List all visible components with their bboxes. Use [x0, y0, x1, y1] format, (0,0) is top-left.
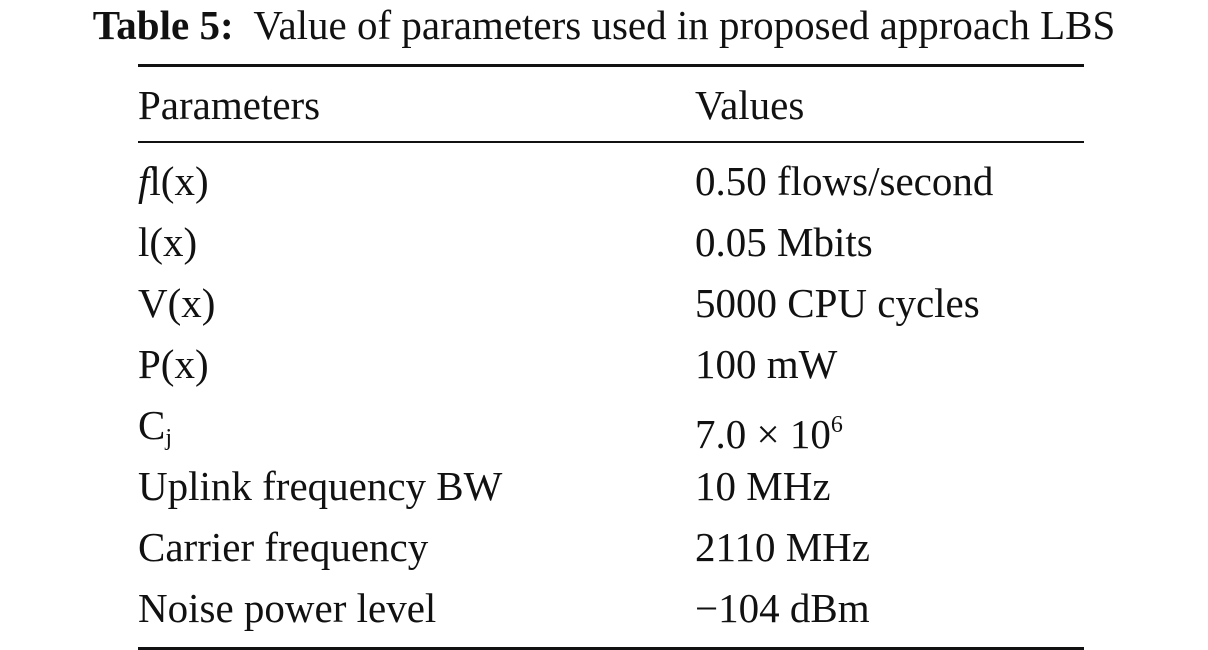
header-parameters: Parameters: [138, 82, 321, 128]
param-cell: Noise power level: [138, 585, 437, 631]
table-row: l(x) 0.05 Mbits: [138, 212, 1084, 273]
parameters-table: Parameters Values fl(x) 0.50 flows/secon…: [138, 64, 1084, 650]
param-rest: l(x): [149, 158, 209, 204]
table-row: Cj 7.0 × 106: [138, 395, 1084, 457]
value-cell: 10 MHz: [695, 463, 831, 509]
table-top-rule: [138, 64, 1084, 67]
param-cell: P(x): [138, 341, 209, 387]
value-exponent: 6: [830, 412, 843, 438]
param-cell: l(x): [138, 219, 198, 265]
table-header-row: Parameters Values: [138, 67, 1084, 141]
table-row: V(x) 5000 CPU cycles: [138, 273, 1084, 334]
table-bottom-rule: [138, 647, 1084, 650]
table-row: fl(x) 0.50 flows/second: [138, 151, 1084, 212]
table-caption: Table 5: Value of parameters used in pro…: [0, 0, 1208, 50]
param-cell: Carrier frequency: [138, 524, 429, 570]
value-cell: 0.05 Mbits: [695, 219, 873, 265]
value-cell: 7.0 × 106: [695, 395, 843, 465]
param-base: C: [138, 402, 166, 448]
header-values: Values: [695, 82, 805, 128]
param-cell: V(x): [138, 280, 216, 326]
value-cell: 2110 MHz: [695, 524, 870, 570]
table-caption-text: Value of parameters used in proposed app…: [253, 2, 1116, 48]
table-row: Uplink frequency BW 10 MHz: [138, 456, 1084, 517]
param-subscript: j: [165, 425, 173, 451]
param-prefix: f: [138, 158, 150, 204]
value-cell: −104 dBm: [695, 585, 870, 631]
param-cell: Cj: [138, 395, 172, 469]
table-row: Carrier frequency 2110 MHz: [138, 517, 1084, 578]
value-cell: 5000 CPU cycles: [695, 280, 980, 326]
table-caption-label: Table 5:: [92, 2, 234, 48]
table-row: Noise power level −104 dBm: [138, 578, 1084, 639]
value-cell: 100 mW: [695, 341, 838, 387]
param-cell: fl(x): [138, 151, 209, 212]
param-cell: Uplink frequency BW: [138, 463, 503, 509]
table-row: P(x) 100 mW: [138, 334, 1084, 395]
table-header-rule: [138, 141, 1084, 143]
value-cell: 0.50 flows/second: [695, 158, 994, 204]
value-base: 7.0 × 10: [695, 411, 831, 457]
